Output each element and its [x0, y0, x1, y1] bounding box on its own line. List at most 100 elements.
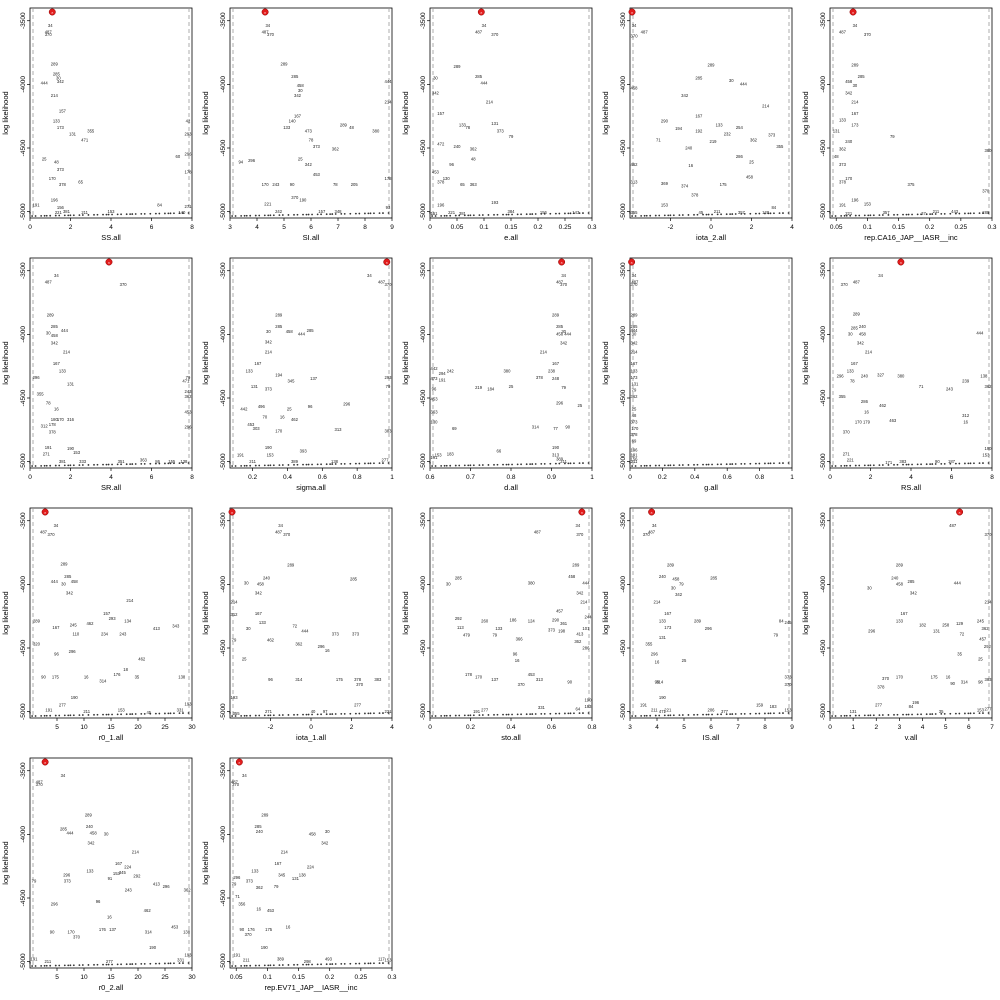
- point-label: 190: [985, 446, 993, 451]
- y-tick-label: -4500: [620, 139, 627, 156]
- point-label: 493: [325, 956, 333, 961]
- point-mark: [681, 714, 684, 716]
- point-mark: [696, 463, 699, 466]
- point-mark: [654, 714, 657, 717]
- point-mark: [93, 463, 95, 466]
- point-label: 173: [57, 125, 65, 130]
- x-tick-label: 0.6: [547, 724, 556, 731]
- point-label: 487: [641, 29, 649, 34]
- point-label: 362: [332, 147, 340, 152]
- point-mark: [958, 462, 961, 465]
- point-label: 69: [452, 426, 457, 431]
- point-label: 30: [56, 75, 61, 80]
- point-mark: [931, 713, 934, 715]
- point-mark: [307, 963, 310, 966]
- point-label: 357: [883, 210, 891, 215]
- point-mark: [258, 214, 261, 217]
- point-mark: [93, 713, 95, 716]
- point-mark: [787, 712, 790, 714]
- point-label: 184: [487, 386, 495, 391]
- point-label: 362: [839, 147, 847, 152]
- y-tick-label: -4000: [220, 576, 227, 593]
- point-label: 374: [681, 183, 689, 188]
- point-mark: [472, 214, 475, 217]
- y-tick-label: -5000: [420, 703, 427, 720]
- point-label: 285: [710, 575, 718, 580]
- point-mark: [729, 213, 732, 216]
- mle-marker-glyph: ×: [238, 760, 241, 765]
- point-mark: [269, 464, 272, 467]
- point-label: 356: [238, 902, 246, 907]
- point-label: 71: [919, 384, 924, 389]
- point-label: 214: [486, 99, 494, 104]
- point-label: 167: [552, 361, 560, 366]
- point-label: 178: [465, 672, 473, 677]
- x-tick-label: 0: [428, 224, 432, 231]
- point-mark: [693, 463, 695, 466]
- point-label: 342: [910, 591, 918, 596]
- point-label: 444: [61, 328, 69, 333]
- point-label: 370: [631, 282, 639, 287]
- point-label: 285: [51, 324, 59, 329]
- x-tick-label: 8: [763, 724, 767, 731]
- point-mark: [467, 214, 470, 217]
- point-label: 34: [878, 273, 883, 278]
- y-tick-label: -4500: [220, 889, 227, 906]
- point-label: 179: [863, 419, 871, 424]
- point-mark: [478, 214, 481, 217]
- point-label: 167: [631, 361, 639, 366]
- y-tick-label: -4000: [20, 576, 27, 593]
- point-label: 30: [848, 332, 853, 337]
- y-tick-label: -4500: [420, 139, 427, 156]
- point-mark: [334, 713, 337, 715]
- point-mark: [702, 213, 704, 216]
- point-label: 296: [69, 649, 77, 654]
- point-label: 79: [232, 638, 237, 643]
- point-mark: [367, 462, 370, 465]
- x-axis-label: v.all: [905, 733, 918, 742]
- x-tick-label: 0.8: [587, 724, 596, 731]
- point-label: 170: [631, 426, 639, 431]
- y-tick-label: -4500: [620, 389, 627, 406]
- point-mark: [187, 462, 190, 464]
- point-label: 314: [961, 680, 969, 685]
- point-mark: [443, 714, 446, 717]
- point-mark: [187, 712, 190, 714]
- point-label: 294: [439, 371, 447, 376]
- y-tick-label: -5000: [420, 453, 427, 470]
- point-label: 48: [349, 125, 354, 130]
- point-mark: [567, 462, 570, 465]
- point-mark: [434, 715, 437, 717]
- point-mark: [678, 214, 681, 217]
- point-label: 191: [839, 203, 847, 208]
- point-label: 214: [132, 849, 140, 854]
- point-mark: [81, 214, 84, 216]
- point-label: 79: [773, 633, 778, 638]
- point-label: 453: [431, 397, 439, 402]
- x-tick-label: 8: [190, 474, 194, 481]
- point-mark: [631, 715, 634, 717]
- point-mark: [845, 214, 848, 217]
- point-mark: [307, 713, 310, 716]
- point-label: 48: [471, 157, 476, 162]
- point-label: 153: [108, 209, 116, 214]
- point-mark: [364, 212, 366, 215]
- point-mark: [140, 713, 143, 715]
- point-label: 173: [664, 625, 672, 630]
- x-tick-label: 0: [28, 224, 32, 231]
- point-label: 198: [558, 629, 566, 634]
- point-mark: [693, 713, 695, 716]
- point-label: 370: [491, 32, 499, 37]
- point-mark: [329, 963, 332, 966]
- point-label: 234: [101, 631, 109, 636]
- dense-point-band: [629, 712, 790, 717]
- point-mark: [69, 714, 72, 717]
- point-label: 383: [385, 428, 393, 433]
- point-mark: [902, 463, 904, 466]
- point-mark: [934, 463, 937, 465]
- point-mark: [125, 213, 128, 216]
- point-label: 296: [837, 374, 845, 379]
- point-mark: [773, 712, 775, 715]
- point-label: 96: [96, 899, 101, 904]
